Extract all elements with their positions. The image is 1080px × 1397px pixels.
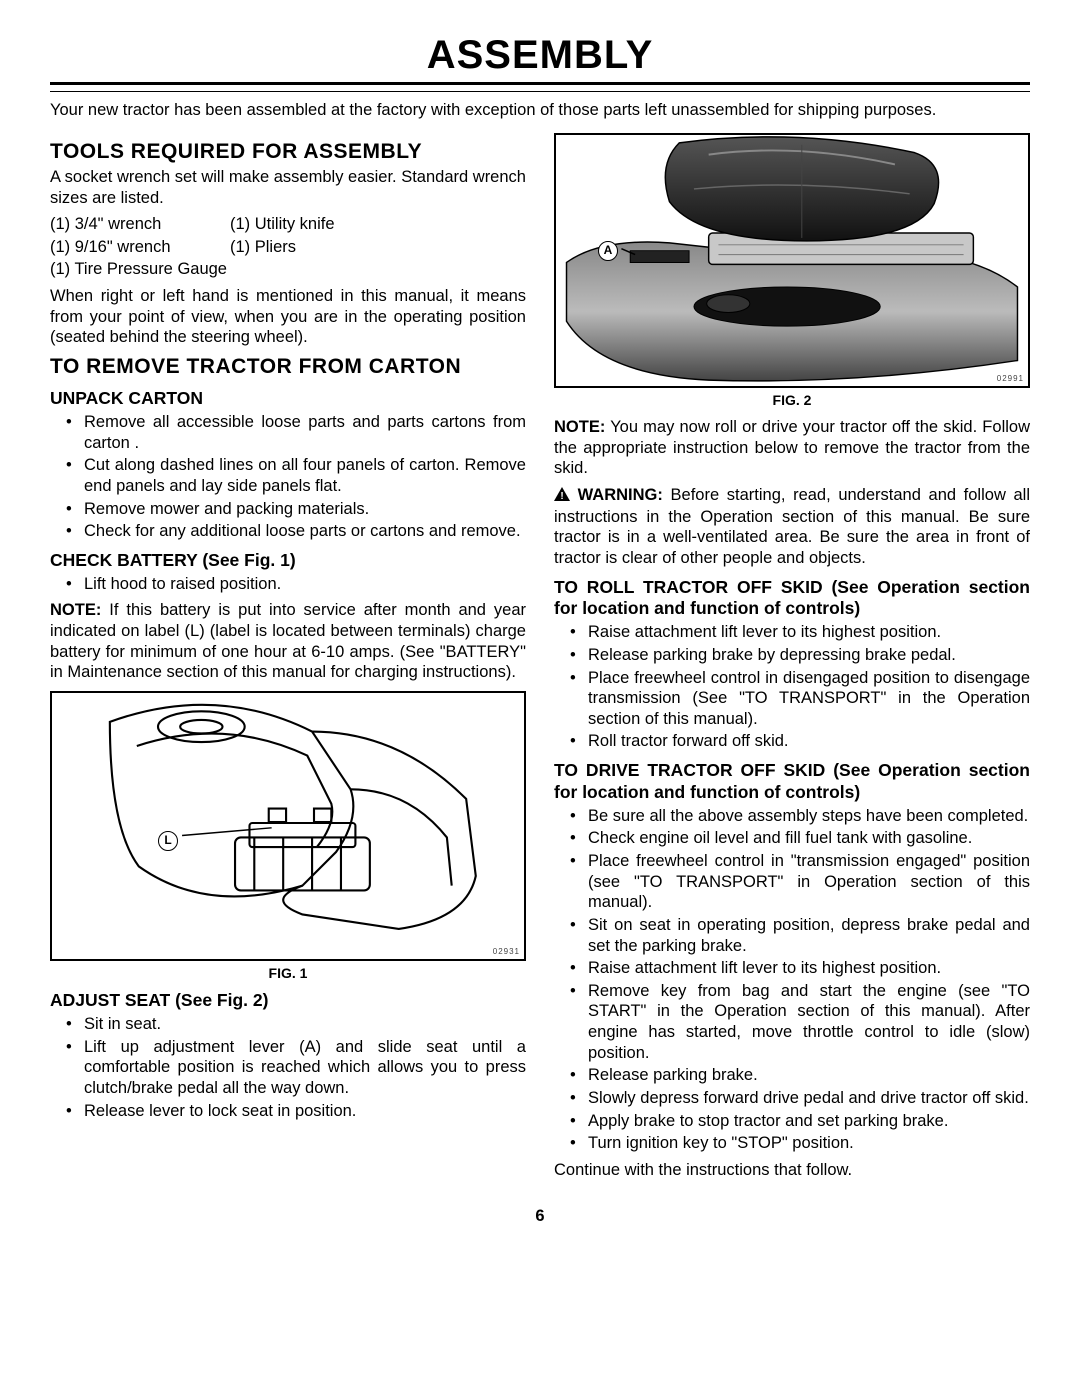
list-item: Raise attachment lift lever to its highe… (588, 958, 1030, 979)
list-item: Raise attachment lift lever to its highe… (588, 622, 1030, 643)
warning-paragraph: ! WARNING: Before starting, read, unders… (554, 485, 1030, 569)
tools-heading: TOOLS REQUIRED FOR ASSEMBLY (50, 139, 526, 165)
page-number: 6 (50, 1206, 1030, 1227)
note-bold: NOTE: (554, 418, 605, 436)
list-item: Release parking brake by depressing brak… (588, 645, 1030, 666)
tool-item: (1) Tire Pressure Gauge (50, 259, 526, 280)
battery-note: NOTE: If this battery is put into servic… (50, 600, 526, 683)
tools-lead: A socket wrench set will make assembly e… (50, 167, 526, 208)
list-item: Sit in seat. (84, 1014, 526, 1035)
fig1-callout-L: L (158, 831, 178, 851)
roll-list: Raise attachment lift lever to its highe… (554, 622, 1030, 752)
tool-item: (1) 3/4" wrench (50, 214, 230, 235)
warning-icon: ! (554, 486, 570, 507)
title-rule-thick (50, 82, 1030, 85)
list-item: Remove all accessible loose parts and pa… (84, 412, 526, 453)
tool-item: (1) Pliers (230, 237, 526, 258)
list-item: Roll tractor forward off skid. (588, 731, 1030, 752)
list-item: Release lever to lock seat in position. (84, 1101, 526, 1122)
fig1-caption: FIG. 1 (50, 965, 526, 983)
continue-text: Continue with the instructions that foll… (554, 1160, 1030, 1181)
list-item: Lift hood to raised position. (84, 574, 526, 595)
list-item: Lift up adjustment lever (A) and slide s… (84, 1037, 526, 1099)
right-column: A (554, 133, 1030, 1187)
list-item: Turn ignition key to "STOP" position. (588, 1133, 1030, 1154)
list-item: Cut along dashed lines on all four panel… (84, 455, 526, 496)
battery-heading: CHECK BATTERY (See Fig. 1) (50, 550, 526, 572)
page-title: ASSEMBLY (50, 30, 1030, 80)
note-text: If this battery is put into service afte… (50, 601, 526, 681)
title-rule-thin (50, 91, 1030, 92)
list-item: Sit on seat in operating position, depre… (588, 915, 1030, 956)
fig2-number: 02991 (997, 374, 1024, 384)
list-item: Check engine oil level and fill fuel tan… (588, 828, 1030, 849)
fig2-caption: FIG. 2 (554, 392, 1030, 410)
note-bold: NOTE: (50, 601, 101, 619)
list-item: Place freewheel control in "transmission… (588, 851, 1030, 913)
hand-orientation-note: When right or left hand is mentioned in … (50, 286, 526, 348)
list-item: Remove key from bag and start the engine… (588, 981, 1030, 1064)
battery-list: Lift hood to raised position. (50, 574, 526, 595)
list-item: Apply brake to stop tractor and set park… (588, 1111, 1030, 1132)
tools-list: (1) 3/4" wrench (1) Utility knife (1) 9/… (50, 214, 526, 280)
adjust-heading: ADJUST SEAT (See Fig. 2) (50, 990, 526, 1012)
roll-heading: TO ROLL TRACTOR OFF SKID (See Operation … (554, 577, 1030, 621)
unpack-heading: UNPACK CARTON (50, 388, 526, 410)
list-item: Be sure all the above assembly steps hav… (588, 806, 1030, 827)
tool-item: (1) Utility knife (230, 214, 526, 235)
list-item: Place freewheel control in disengaged po… (588, 668, 1030, 730)
warning-bold: WARNING: (578, 486, 663, 504)
list-item: Remove mower and packing materials. (84, 499, 526, 520)
intro-text: Your new tractor has been assembled at t… (50, 100, 1030, 121)
note-text: You may now roll or drive your tractor o… (554, 418, 1030, 477)
figure-2: A (554, 133, 1030, 388)
unpack-list: Remove all accessible loose parts and pa… (50, 412, 526, 542)
skid-note: NOTE: You may now roll or drive your tra… (554, 417, 1030, 479)
drive-list: Be sure all the above assembly steps hav… (554, 806, 1030, 1154)
figure-1: L (50, 691, 526, 961)
fig1-number: 02931 (493, 947, 520, 957)
svg-text:!: ! (560, 491, 563, 501)
two-column-layout: TOOLS REQUIRED FOR ASSEMBLY A socket wre… (50, 133, 1030, 1187)
drive-heading: TO DRIVE TRACTOR OFF SKID (See Operation… (554, 760, 1030, 804)
list-item: Check for any additional loose parts or … (84, 521, 526, 542)
left-column: TOOLS REQUIRED FOR ASSEMBLY A socket wre… (50, 133, 526, 1187)
adjust-list: Sit in seat. Lift up adjustment lever (A… (50, 1014, 526, 1121)
fig2-illustration (556, 135, 1028, 385)
remove-heading: TO REMOVE TRACTOR FROM CARTON (50, 354, 526, 380)
fig1-illustration (52, 693, 524, 953)
list-item: Slowly depress forward drive pedal and d… (588, 1088, 1030, 1109)
fig2-callout-A: A (598, 241, 618, 261)
tool-item: (1) 9/16" wrench (50, 237, 230, 258)
list-item: Release parking brake. (588, 1065, 1030, 1086)
